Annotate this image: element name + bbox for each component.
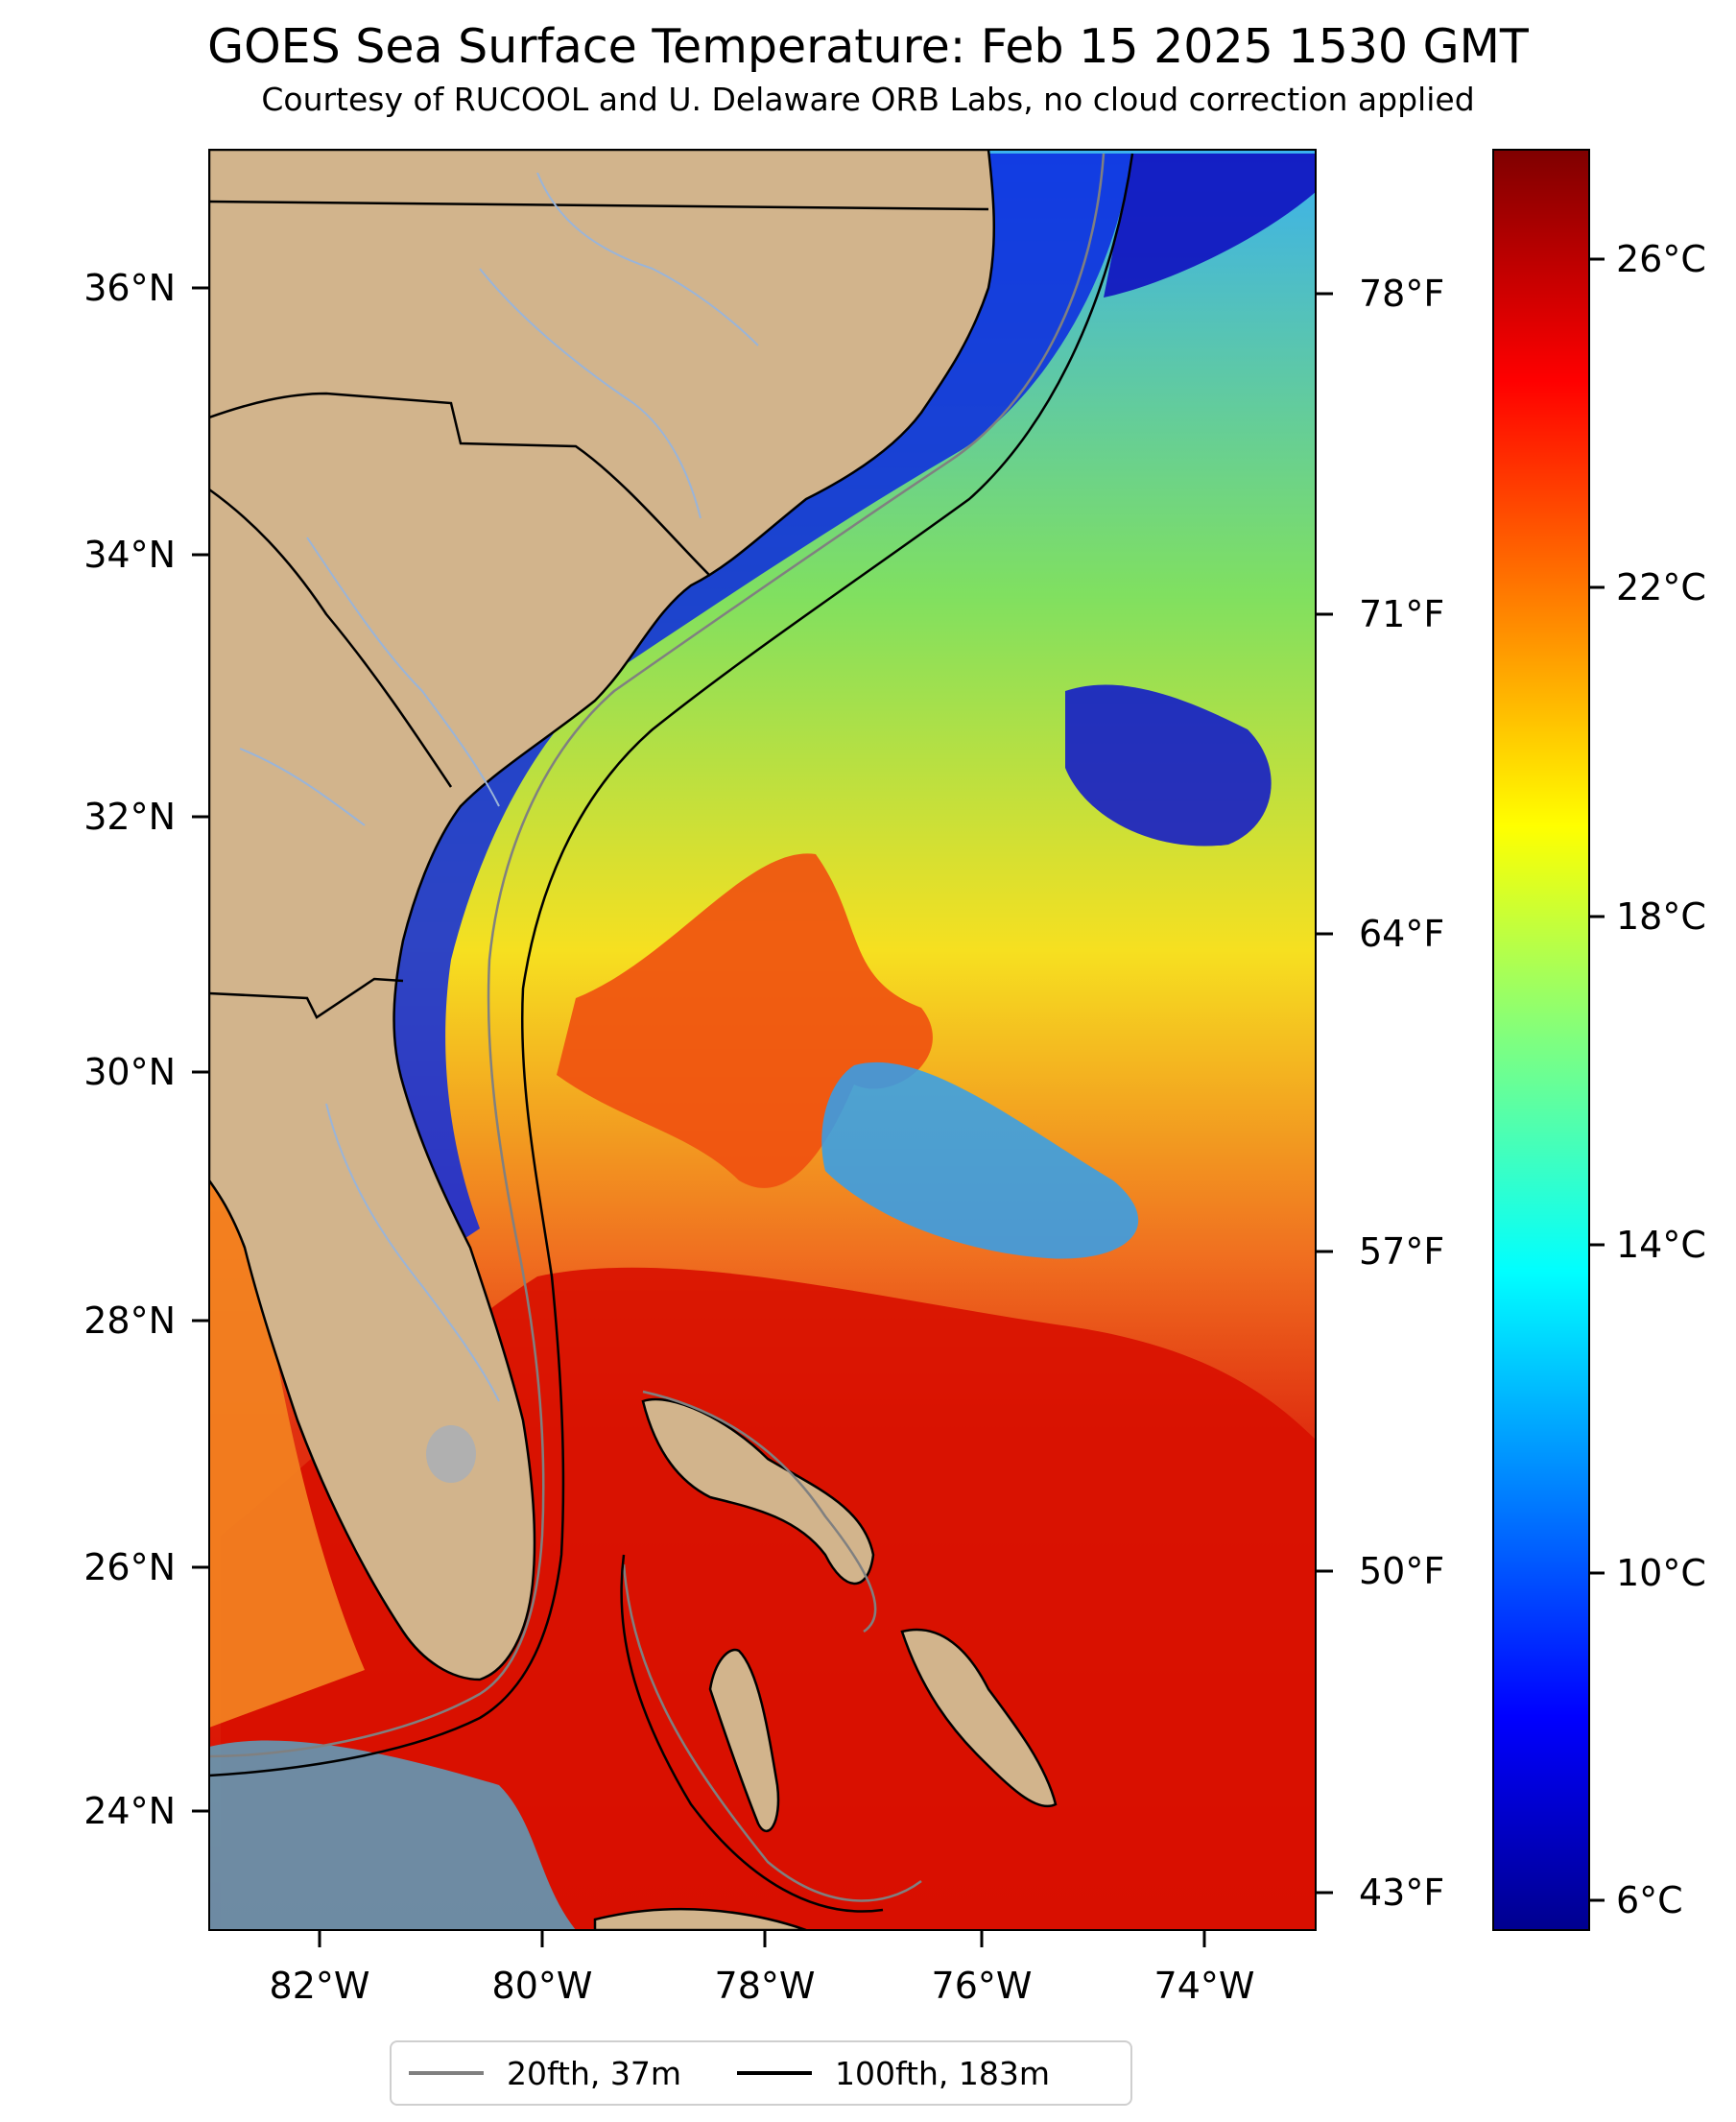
map-subtitle: Courtesy of RUCOOL and U. Delaware ORB L…	[261, 81, 1475, 118]
isobath-20fth	[209, 153, 1106, 1902]
legend-swatch-100fth	[737, 2071, 812, 2075]
fahrenheit-tick-label: 78°F	[1359, 273, 1444, 315]
isobath-100fth	[209, 153, 1134, 1913]
fahrenheit-tick-label: 43°F	[1359, 1872, 1444, 1914]
map-frame	[208, 149, 1317, 1931]
gulf-of-mexico-warm	[209, 1180, 365, 1728]
fahrenheit-tick-label: 57°F	[1359, 1230, 1444, 1273]
colorbar: 6°C 10°C 14°C 18°C 22°C 26°C	[1492, 149, 1706, 1931]
cold-patches	[1065, 684, 1272, 846]
lon-tick-label: 80°W	[492, 1965, 593, 2007]
legend: 20fth, 37m 100fth, 183m	[390, 2040, 1132, 2106]
lat-tick-label: 34°N	[83, 534, 176, 576]
colorbar-tick-label: 26°C	[1616, 238, 1706, 280]
lake-okeechobee	[426, 1425, 476, 1483]
fahrenheit-tick-label: 71°F	[1359, 593, 1444, 635]
lat-tick-label: 28°N	[83, 1299, 176, 1342]
legend-swatch-20fth	[409, 2071, 484, 2075]
legend-label: 100fth, 183m	[835, 2054, 1050, 2092]
cold-shelf-water	[384, 154, 1132, 1248]
lat-tick-label: 26°N	[83, 1546, 176, 1588]
lon-tick-label: 82°W	[270, 1965, 370, 2007]
cold-shelf-water	[1104, 154, 1316, 298]
legend-label: 20fth, 37m	[507, 2054, 681, 2092]
lat-tick-label: 36°N	[83, 267, 176, 309]
fahrenheit-axis: 43°F 50°F 57°F 64°F 71°F 78°F	[1316, 273, 1444, 1914]
colorbar-gradient	[1492, 149, 1590, 1931]
lat-tick-label: 24°N	[83, 1790, 176, 1832]
lon-tick-label: 76°W	[932, 1965, 1033, 2007]
cool-eddy	[821, 1061, 1139, 1259]
colorbar-tick-label: 10°C	[1616, 1552, 1706, 1594]
colorbar-tick-label: 22°C	[1616, 566, 1706, 608]
us-land	[209, 150, 995, 1681]
lat-tick-label: 32°N	[83, 796, 176, 838]
cool-south-water	[209, 1740, 576, 1930]
map-panel	[209, 150, 1316, 1930]
lon-tick-label: 74°W	[1154, 1965, 1255, 2007]
legend-item-100fth: 100fth, 183m	[737, 2055, 1050, 2092]
colorbar-tick-label: 6°C	[1616, 1879, 1683, 1921]
map-title: GOES Sea Surface Temperature: Feb 15 202…	[207, 19, 1529, 74]
bahamas-islands	[593, 1397, 1058, 1930]
longitude-axis: 82°W 80°W 78°W 76°W 74°W	[270, 1930, 1255, 2007]
state-borders	[209, 200, 989, 1019]
legend-item-20fth: 20fth, 37m	[409, 2055, 681, 2092]
colorbar-tick-label: 14°C	[1616, 1224, 1706, 1266]
lat-tick-label: 30°N	[83, 1051, 176, 1093]
fahrenheit-tick-label: 64°F	[1359, 913, 1444, 955]
colorbar-tick-label: 18°C	[1616, 895, 1706, 938]
lon-tick-label: 78°W	[715, 1965, 816, 2007]
latitude-axis: 24°N 26°N 28°N 30°N 32°N 34°N 36°N	[83, 267, 209, 1832]
fahrenheit-tick-label: 50°F	[1359, 1550, 1444, 1592]
rivers	[239, 172, 759, 1402]
